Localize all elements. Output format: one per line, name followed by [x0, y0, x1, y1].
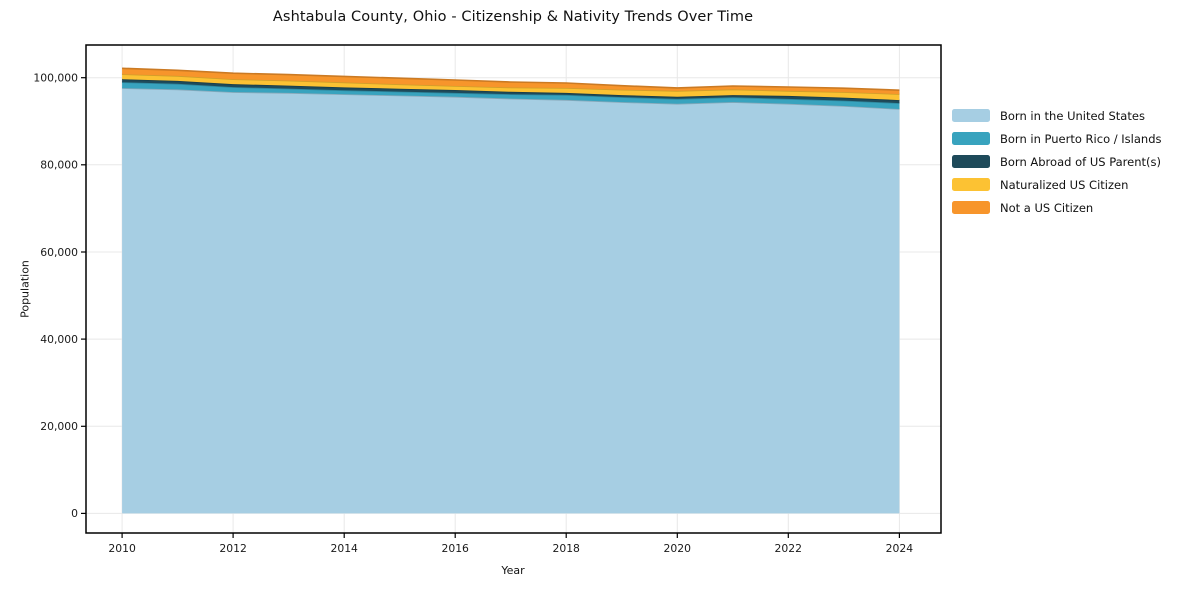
legend-item: Born in the United States: [952, 104, 1162, 127]
area-edge-4: [122, 67, 900, 91]
x-tick-label: 2024: [886, 542, 914, 555]
x-axis-title: Year: [501, 564, 525, 577]
legend-label: Naturalized US Citizen: [1000, 177, 1129, 192]
y-tick-label: 80,000: [40, 159, 78, 172]
legend-item: Born Abroad of US Parent(s): [952, 150, 1162, 173]
y-tick-label: 60,000: [40, 246, 78, 259]
legend-swatch: [952, 109, 990, 122]
area-series-2: [122, 79, 900, 104]
area-series-1: [122, 82, 900, 109]
legend-item: Born in Puerto Rico / Islands: [952, 127, 1162, 150]
legend-label: Born Abroad of US Parent(s): [1000, 154, 1161, 169]
y-axis-title: Population: [18, 260, 32, 318]
legend-label: Born in the United States: [1000, 108, 1145, 123]
y-tick-label: 0: [71, 507, 78, 520]
y-tick-label: 100,000: [33, 71, 78, 84]
x-tick-label: 2018: [552, 542, 580, 555]
legend-swatch: [952, 132, 990, 145]
plot-border: [85, 44, 942, 534]
chart-title: Ashtabula County, Ohio - Citizenship & N…: [272, 9, 754, 25]
legend-label: Not a US Citizen: [1000, 200, 1094, 215]
legend-swatch: [952, 201, 990, 214]
x-tick-label: 2022: [775, 542, 802, 555]
x-tick-label: 2016: [441, 542, 469, 555]
legend-swatch: [952, 155, 990, 168]
y-tick-label: 40,000: [40, 333, 78, 346]
area-series-0: [122, 88, 900, 514]
x-tick-label: 2012: [219, 542, 246, 555]
legend-item: Naturalized US Citizen: [952, 173, 1162, 196]
x-tick-label: 2014: [330, 542, 358, 555]
legend-item: Not a US Citizen: [952, 196, 1162, 219]
x-tick-label: 2010: [108, 542, 136, 555]
x-tick-label: 2020: [664, 542, 692, 555]
legend-swatch: [952, 178, 990, 191]
area-series-3: [122, 74, 900, 101]
legend-label: Born in Puerto Rico / Islands: [1000, 131, 1162, 146]
legend: Born in the United States Born in Puerto…: [952, 104, 1162, 219]
y-tick-label: 20,000: [40, 420, 78, 433]
